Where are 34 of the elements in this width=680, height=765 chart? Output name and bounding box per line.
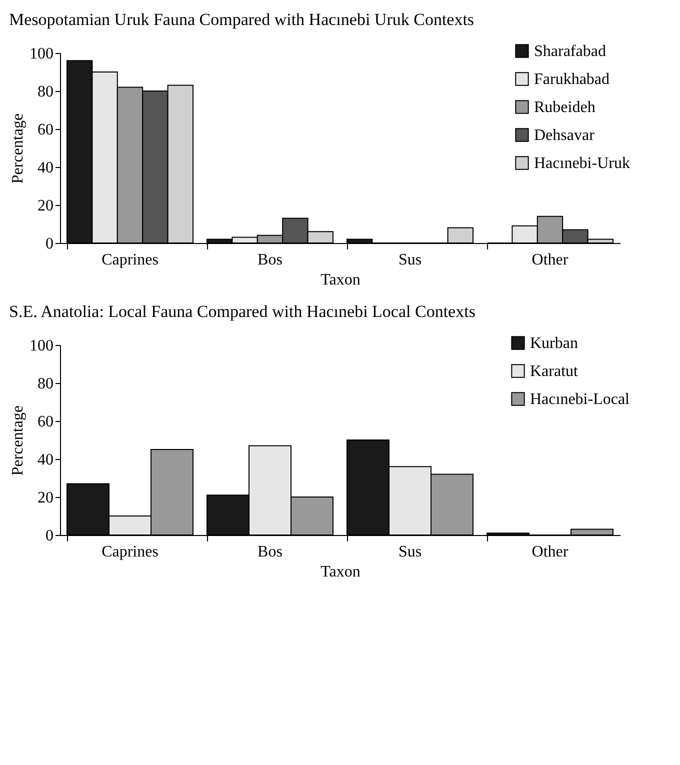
legend-label: Hacınebi-Local — [530, 391, 630, 408]
x-axis-title: Taxon — [320, 564, 360, 580]
x-tick-label: Other — [532, 544, 569, 560]
y-tick-label: 60 — [38, 414, 54, 430]
x-axis-title: Taxon — [320, 272, 360, 288]
legend-label: Hacınebi-Uruk — [534, 155, 630, 172]
x-tick-label: Other — [532, 252, 569, 268]
legend-label: Sharafabad — [534, 43, 606, 60]
y-tick-label: 100 — [30, 46, 54, 62]
legend-label: Karatut — [530, 363, 579, 380]
y-tick-label: 0 — [46, 236, 54, 252]
legend-label: Dehsavar — [534, 127, 596, 144]
x-tick-label: Sus — [398, 252, 422, 268]
x-tick-label: Bos — [258, 252, 282, 268]
y-tick-label: 100 — [30, 338, 54, 354]
x-tick-label: Bos — [258, 544, 282, 560]
chart-title: Mesopotamian Uruk Fauna Compared with Hacınebi Uruk Contexts — [9, 10, 474, 29]
y-tick-label: 60 — [38, 122, 54, 138]
x-tick-label: Caprines — [102, 544, 158, 560]
y-axis-title: Percentage — [10, 113, 26, 184]
y-tick-label: 20 — [38, 198, 54, 214]
y-tick-label: 80 — [38, 84, 54, 100]
y-tick-label: 0 — [46, 528, 54, 544]
y-tick-label: 20 — [38, 490, 54, 506]
y-tick-label: 40 — [38, 160, 54, 176]
y-tick-label: 40 — [38, 452, 54, 468]
x-tick-label: Sus — [398, 544, 422, 560]
legend-label: Farukhabad — [534, 71, 610, 88]
y-tick-label: 80 — [38, 376, 54, 392]
legend-label: Kurban — [530, 335, 578, 352]
x-tick-label: Caprines — [102, 252, 158, 268]
legend-label: Rubeideh — [534, 99, 596, 116]
y-axis-title: Percentage — [10, 405, 26, 476]
chart-title: S.E. Anatolia: Local Fauna Compared with Hacınebi Local Contexts — [9, 302, 476, 321]
